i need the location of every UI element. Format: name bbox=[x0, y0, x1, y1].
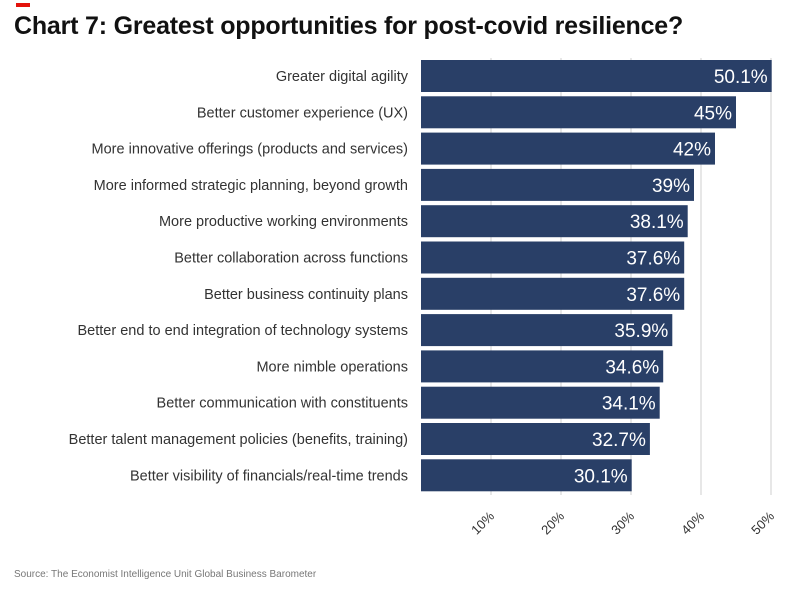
bar-10 bbox=[421, 386, 660, 419]
chart-title: Chart 7: Greatest opportunities for post… bbox=[14, 12, 684, 40]
x-tick-label-10: 10% bbox=[468, 508, 497, 537]
value-label-6: 37.6% bbox=[626, 249, 680, 270]
value-label-12: 30.1% bbox=[574, 466, 628, 487]
bar-7 bbox=[421, 277, 685, 310]
bar-11 bbox=[421, 423, 650, 455]
bar-3 bbox=[421, 132, 715, 165]
bar-9 bbox=[421, 350, 664, 383]
category-label-6: Better collaboration across functions bbox=[174, 251, 408, 267]
category-label-9: More nimble operations bbox=[256, 359, 408, 375]
value-label-9: 34.6% bbox=[605, 357, 659, 378]
bar-2 bbox=[421, 96, 736, 129]
category-label-3: More innovative offerings (products and … bbox=[92, 142, 408, 158]
value-label-11: 32.7% bbox=[592, 430, 646, 451]
bar-12 bbox=[421, 459, 632, 492]
value-label-5: 38.1% bbox=[630, 212, 684, 233]
bar-8 bbox=[421, 314, 673, 347]
category-label-12: Better visibility of financials/real-tim… bbox=[130, 468, 408, 484]
category-label-10: Better communication with constituents bbox=[157, 396, 408, 412]
category-label-11: Better talent management policies (benef… bbox=[69, 432, 408, 448]
x-tick-label-50: 50% bbox=[748, 508, 777, 537]
value-label-4: 39% bbox=[652, 176, 690, 197]
bar-5 bbox=[421, 205, 688, 238]
source-note: Source: The Economist Intelligence Unit … bbox=[14, 569, 317, 580]
bar-1 bbox=[421, 60, 772, 92]
value-label-8: 35.9% bbox=[614, 321, 668, 342]
category-label-2: Better customer experience (UX) bbox=[197, 105, 408, 121]
x-tick-label-20: 20% bbox=[538, 508, 567, 537]
category-label-5: More productive working environments bbox=[159, 214, 408, 230]
value-label-10: 34.1% bbox=[602, 394, 656, 415]
category-label-4: More informed strategic planning, beyond… bbox=[94, 178, 408, 194]
value-label-3: 42% bbox=[673, 140, 711, 161]
brand-accent-bar bbox=[16, 3, 30, 7]
x-tick-label-30: 30% bbox=[608, 508, 637, 537]
bar-chart: Greater digital agility 50.1% Better custo… bbox=[69, 58, 777, 538]
value-label-7: 37.6% bbox=[626, 285, 680, 306]
bar-6 bbox=[421, 241, 685, 274]
category-label-1: Greater digital agility bbox=[276, 69, 409, 85]
value-label-2: 45% bbox=[694, 103, 732, 124]
value-label-1: 50.1% bbox=[714, 67, 768, 88]
category-label-8: Better end to end integration of technol… bbox=[78, 323, 408, 339]
bar-4 bbox=[421, 168, 694, 201]
category-label-7: Better business continuity plans bbox=[204, 287, 408, 303]
x-tick-label-40: 40% bbox=[678, 508, 707, 537]
